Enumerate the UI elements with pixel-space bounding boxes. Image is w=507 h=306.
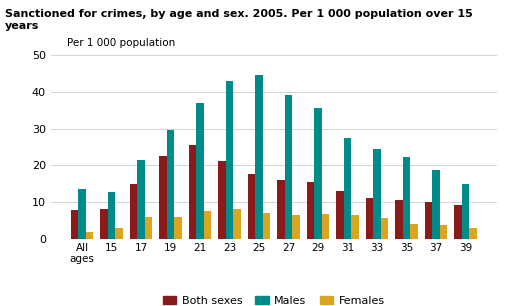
Bar <box>337 191 344 239</box>
Bar <box>71 210 79 239</box>
Text: Sanctioned for crimes, by age and sex. 2005. Per 1 000 population over 15 years: Sanctioned for crimes, by age and sex. 2… <box>5 9 473 31</box>
Bar <box>381 218 388 239</box>
Bar <box>86 232 93 239</box>
Bar <box>314 108 322 239</box>
Bar <box>108 192 115 239</box>
Text: Per 1 000 population: Per 1 000 population <box>67 38 175 48</box>
Bar <box>425 202 432 239</box>
Bar <box>204 211 211 239</box>
Bar <box>322 214 329 239</box>
Bar <box>285 95 292 239</box>
Bar <box>292 215 300 239</box>
Bar <box>137 160 144 239</box>
Bar <box>256 75 263 239</box>
Bar <box>403 157 410 239</box>
Bar <box>344 138 351 239</box>
Bar <box>226 81 233 239</box>
Bar <box>160 156 167 239</box>
Bar <box>395 200 403 239</box>
Bar <box>373 149 381 239</box>
Bar <box>351 215 358 239</box>
Bar <box>366 198 373 239</box>
Bar <box>263 213 270 239</box>
Bar <box>307 182 314 239</box>
Bar <box>115 228 123 239</box>
Bar <box>410 224 418 239</box>
Bar <box>219 161 226 239</box>
Bar <box>189 145 196 239</box>
Bar <box>440 225 447 239</box>
Bar <box>167 130 174 239</box>
Bar <box>174 217 182 239</box>
Legend: Both sexes, Males, Females: Both sexes, Males, Females <box>158 291 389 306</box>
Bar <box>248 174 256 239</box>
Bar <box>469 228 477 239</box>
Bar <box>233 209 241 239</box>
Bar <box>79 189 86 239</box>
Bar <box>144 217 152 239</box>
Bar <box>432 170 440 239</box>
Bar <box>100 209 108 239</box>
Bar <box>196 103 204 239</box>
Bar <box>454 205 462 239</box>
Bar <box>462 184 469 239</box>
Bar <box>130 184 137 239</box>
Bar <box>277 180 285 239</box>
